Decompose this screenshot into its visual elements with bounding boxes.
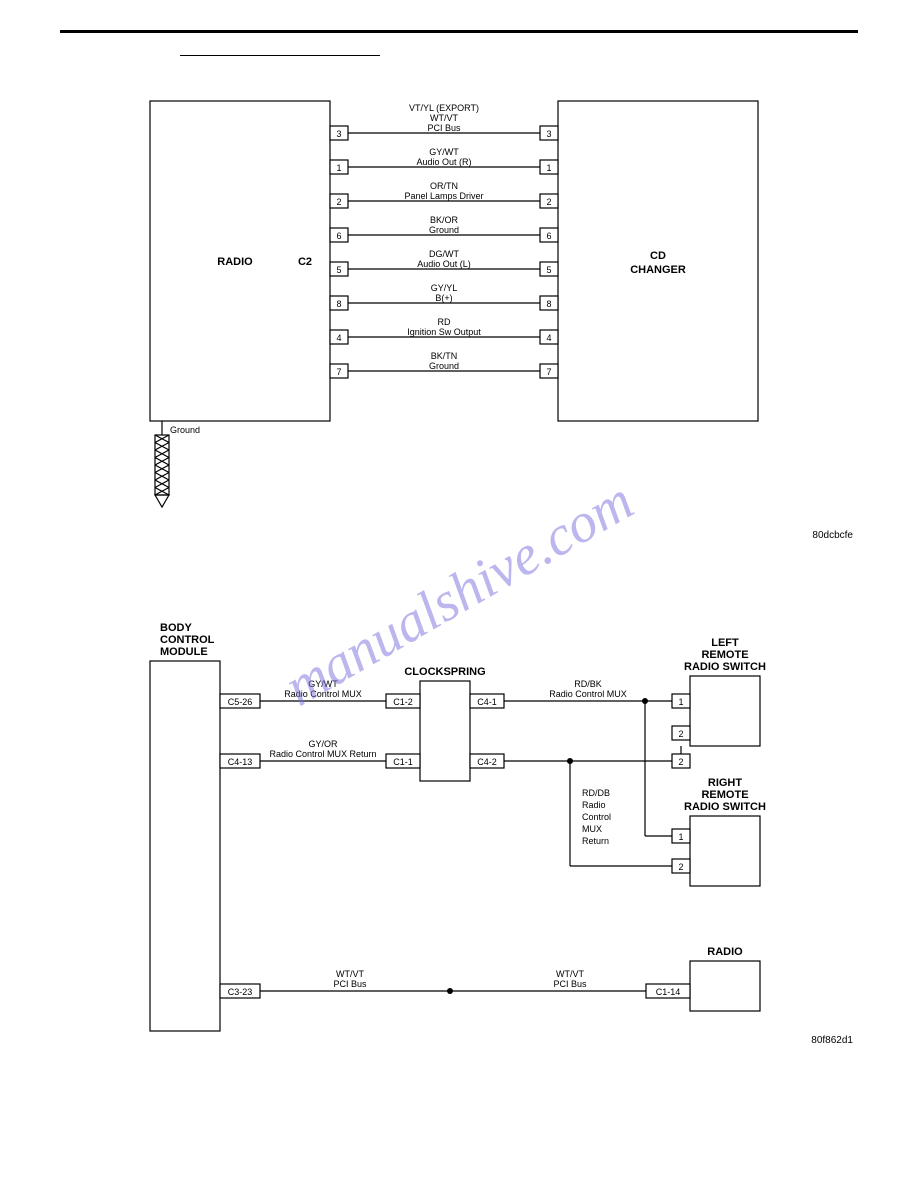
- svg-text:Control: Control: [582, 812, 611, 822]
- svg-text:7: 7: [546, 367, 551, 377]
- fig-code-1: 80dcbcfe: [812, 530, 853, 541]
- top-border: [60, 30, 858, 33]
- svg-text:2: 2: [546, 197, 551, 207]
- svg-text:RADIO SWITCH: RADIO SWITCH: [684, 661, 766, 673]
- svg-text:MODULE: MODULE: [160, 646, 208, 658]
- svg-text:RIGHT: RIGHT: [708, 777, 743, 789]
- page: manualshive.com RADIOC2CDCHANGER33VT/YL …: [0, 0, 918, 1188]
- svg-text:C1-14: C1-14: [656, 987, 681, 997]
- svg-text:RADIO: RADIO: [707, 946, 743, 958]
- svg-text:3: 3: [546, 129, 551, 139]
- title-underline: [180, 44, 380, 56]
- svg-text:Panel Lamps Driver: Panel Lamps Driver: [404, 191, 483, 201]
- svg-text:C4-2: C4-2: [477, 757, 497, 767]
- svg-text:GY/WT: GY/WT: [308, 679, 338, 689]
- svg-text:PCI Bus: PCI Bus: [553, 979, 587, 989]
- svg-text:4: 4: [546, 333, 551, 343]
- svg-text:Ground: Ground: [429, 361, 459, 371]
- svg-text:4: 4: [336, 333, 341, 343]
- svg-text:WT/VT: WT/VT: [430, 113, 458, 123]
- svg-text:C5-26: C5-26: [228, 697, 253, 707]
- svg-text:Ground: Ground: [170, 425, 200, 435]
- svg-text:RD: RD: [438, 317, 451, 327]
- svg-text:RADIO SWITCH: RADIO SWITCH: [684, 801, 766, 813]
- svg-text:WT/VT: WT/VT: [556, 969, 584, 979]
- svg-text:GY/YL: GY/YL: [431, 283, 458, 293]
- svg-text:C1-2: C1-2: [393, 697, 413, 707]
- svg-text:PCI Bus: PCI Bus: [427, 123, 461, 133]
- svg-text:Radio Control MUX: Radio Control MUX: [549, 689, 627, 699]
- svg-text:1: 1: [336, 163, 341, 173]
- svg-text:WT/VT: WT/VT: [336, 969, 364, 979]
- svg-text:B(+): B(+): [435, 293, 452, 303]
- svg-text:CONTROL: CONTROL: [160, 634, 215, 646]
- svg-text:LEFT: LEFT: [711, 637, 739, 649]
- svg-text:REMOTE: REMOTE: [701, 789, 748, 801]
- svg-text:3: 3: [336, 129, 341, 139]
- svg-text:6: 6: [336, 231, 341, 241]
- svg-text:GY/OR: GY/OR: [308, 739, 338, 749]
- svg-text:CLOCKSPRING: CLOCKSPRING: [404, 666, 485, 678]
- svg-text:C1-1: C1-1: [393, 757, 413, 767]
- diagram-radio-cdchanger: RADIO C2 CD CHANGER 3 3 VT/YL (EXPORT)WT/VTPCI…: [60, 81, 858, 531]
- svg-text:C2: C2: [298, 256, 312, 268]
- svg-text:BODY: BODY: [160, 622, 192, 634]
- svg-text:RADIO: RADIO: [217, 256, 253, 268]
- svg-text:2: 2: [678, 757, 683, 767]
- svg-text:RD/BK: RD/BK: [574, 679, 602, 689]
- svg-text:VT/YL (EXPORT): VT/YL (EXPORT): [409, 103, 479, 113]
- svg-text:8: 8: [336, 299, 341, 309]
- diagram-bcm-remote: BODYCONTROLMODULECLOCKSPRINGLEFTREMOTERA…: [60, 621, 858, 1051]
- svg-text:PCI Bus: PCI Bus: [333, 979, 367, 989]
- svg-text:CD: CD: [650, 250, 666, 262]
- svg-text:CHANGER: CHANGER: [630, 264, 686, 276]
- svg-text:REMOTE: REMOTE: [701, 649, 748, 661]
- svg-text:Return: Return: [582, 836, 609, 846]
- svg-text:2: 2: [678, 862, 683, 872]
- svg-text:Audio Out (L): Audio Out (L): [417, 259, 471, 269]
- svg-text:7: 7: [336, 367, 341, 377]
- svg-text:2: 2: [336, 197, 341, 207]
- svg-text:GY/WT: GY/WT: [429, 147, 459, 157]
- svg-text:Radio: Radio: [582, 800, 606, 810]
- svg-text:5: 5: [336, 265, 341, 275]
- svg-text:1: 1: [546, 163, 551, 173]
- svg-text:C3-23: C3-23: [228, 987, 253, 997]
- svg-text:C4-1: C4-1: [477, 697, 497, 707]
- svg-text:OR/TN: OR/TN: [430, 181, 458, 191]
- svg-text:1: 1: [678, 697, 683, 707]
- svg-text:6: 6: [546, 231, 551, 241]
- svg-text:C4-13: C4-13: [228, 757, 253, 767]
- svg-text:Ground: Ground: [429, 225, 459, 235]
- svg-text:MUX: MUX: [582, 824, 602, 834]
- svg-text:2: 2: [678, 729, 683, 739]
- fig-code-2: 80f862d1: [811, 1035, 853, 1046]
- svg-text:Radio Control MUX: Radio Control MUX: [284, 689, 362, 699]
- svg-text:Audio Out (R): Audio Out (R): [416, 157, 471, 167]
- svg-text:RD/DB: RD/DB: [582, 788, 610, 798]
- svg-text:8: 8: [546, 299, 551, 309]
- svg-text:Radio Control MUX Return: Radio Control MUX Return: [269, 749, 376, 759]
- svg-text:DG/WT: DG/WT: [429, 249, 459, 259]
- svg-text:Ignition Sw Output: Ignition Sw Output: [407, 327, 481, 337]
- svg-text:BK/TN: BK/TN: [431, 351, 458, 361]
- svg-text:BK/OR: BK/OR: [430, 215, 459, 225]
- svg-text:5: 5: [546, 265, 551, 275]
- svg-text:1: 1: [678, 832, 683, 842]
